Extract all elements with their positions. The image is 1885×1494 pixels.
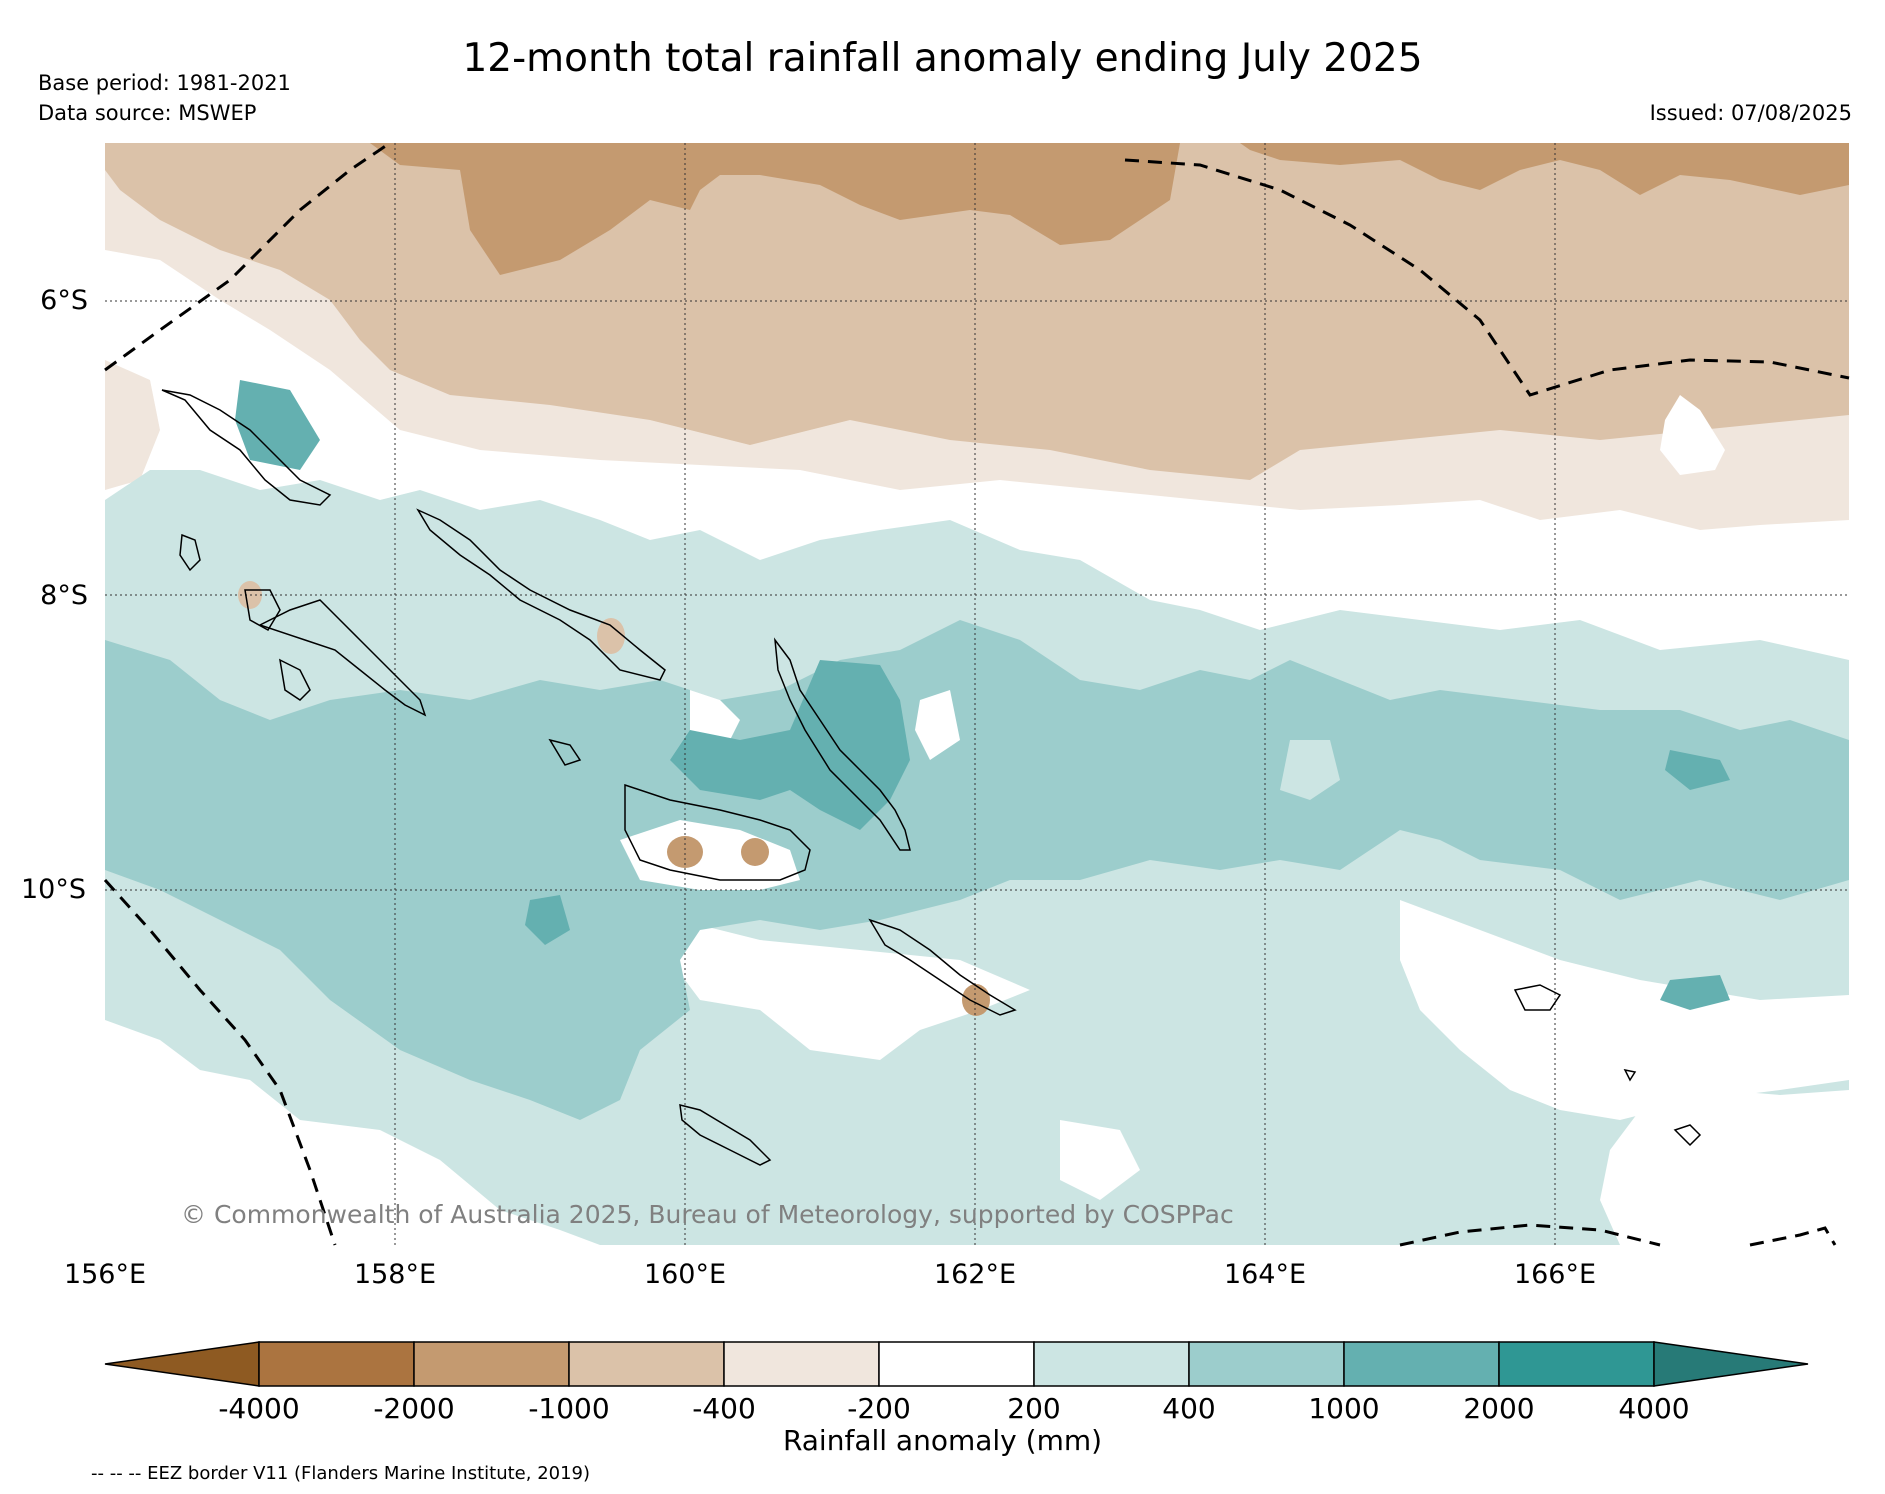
colorbar-tick-label: 400 — [1162, 1392, 1216, 1425]
data-source-label: Data source: MSWEP — [38, 101, 257, 125]
colorbar-tick-label: 2000 — [1463, 1392, 1535, 1425]
anomaly-region-very-wet — [670, 660, 910, 830]
copyright-notice: © Commonwealth of Australia 2025, Bureau… — [181, 1200, 1234, 1229]
issued-date-label: Issued: 07/08/2025 — [1649, 101, 1852, 125]
colorbar-swatch — [1343, 1341, 1500, 1387]
colorbar-tick-label: 200 — [1007, 1392, 1061, 1425]
lon-label-164e: 164°E — [1223, 1259, 1307, 1290]
colorbar-tick-label: -2000 — [373, 1392, 455, 1425]
colorbar-swatch — [1498, 1341, 1655, 1387]
colorbar-swatch — [1188, 1341, 1345, 1387]
lat-label-10s: 10°S — [21, 874, 86, 905]
map-title: 12-month total rainfall anomaly ending J… — [462, 36, 1423, 81]
lon-label-160e: 160°E — [643, 1259, 727, 1290]
lon-label-156e: 156°E — [63, 1259, 147, 1290]
colorbar-swatch — [1033, 1341, 1190, 1387]
colorbar-swatch — [723, 1341, 880, 1387]
lat-label-6s: 6°S — [40, 285, 88, 316]
colorbar-tick-label: -1000 — [528, 1392, 610, 1425]
colorbar — [104, 1341, 1809, 1387]
colorbar-tick-label: -200 — [847, 1392, 911, 1425]
colorbar-swatch — [258, 1341, 415, 1387]
lon-label-162e: 162°E — [933, 1259, 1017, 1290]
colorbar-swatch — [878, 1341, 1035, 1387]
anomaly-region-moderately-wet — [105, 620, 1849, 1120]
rainfall-anomaly-field — [105, 143, 1849, 1245]
colorbar-tick-label: -400 — [692, 1392, 756, 1425]
eez-borders — [103, 141, 1850, 1247]
coastlines — [161, 389, 1702, 1166]
lat-label-8s: 8°S — [40, 580, 88, 611]
lon-label-158e: 158°E — [353, 1259, 437, 1290]
lon-label-166e: 166°E — [1513, 1259, 1597, 1290]
anomaly-region-very-dry-east — [1240, 143, 1849, 195]
colorbar-swatch — [413, 1341, 570, 1387]
colorbar-swatch — [568, 1341, 725, 1387]
anomaly-region-very-dry — [370, 143, 1180, 275]
colorbar-extension-low — [104, 1341, 260, 1387]
base-period-label: Base period: 1981-2021 — [38, 71, 291, 95]
graticule — [105, 143, 1849, 1245]
colorbar-title: Rainfall anomaly (mm) — [782, 1424, 1103, 1457]
colorbar-tick-label: -4000 — [218, 1392, 300, 1425]
colorbar-extension-high — [1653, 1341, 1809, 1387]
colorbar-tick-label: 4000 — [1618, 1392, 1690, 1425]
colorbar-tick-label: 1000 — [1308, 1392, 1380, 1425]
eez-legend-note: -- -- -- EEZ border V11 (Flanders Marine… — [91, 1463, 591, 1484]
